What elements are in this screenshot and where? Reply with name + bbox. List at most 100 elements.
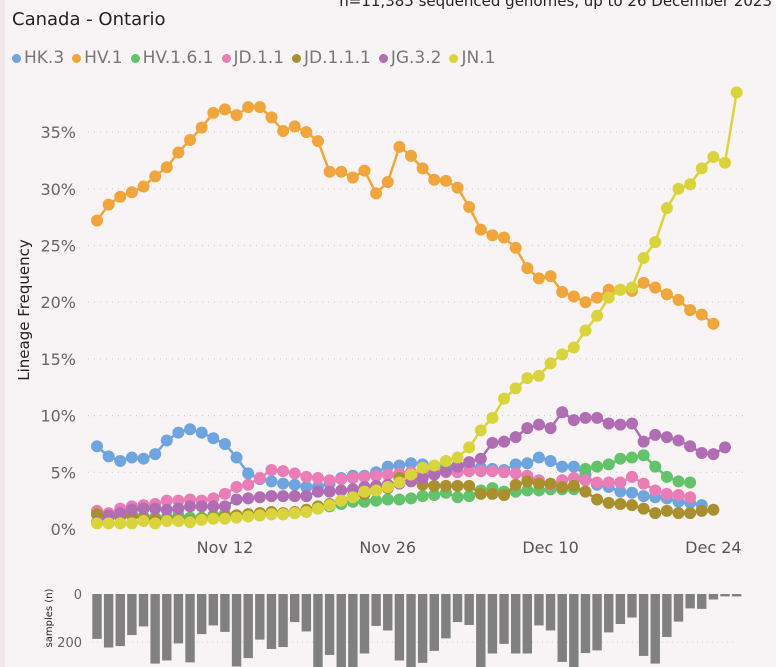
legend-label: JD.1.1 [233, 48, 285, 68]
data-point [625, 470, 638, 483]
data-point [405, 468, 418, 481]
sample-bar [708, 594, 719, 600]
data-point [684, 304, 697, 317]
legend-item-jd111[interactable]: JD.1.1.1 [292, 48, 371, 68]
data-point [125, 517, 138, 530]
data-point [370, 469, 383, 482]
data-point [311, 502, 324, 515]
data-point [672, 293, 685, 306]
y-tick-label: 15% [40, 350, 76, 369]
data-point [637, 502, 650, 515]
data-point [311, 485, 324, 498]
data-point [660, 431, 673, 444]
data-point [265, 464, 278, 477]
data-point [625, 499, 638, 512]
sample-bar [266, 594, 277, 649]
data-point [288, 478, 301, 491]
data-point [253, 491, 266, 504]
data-point [672, 182, 685, 195]
data-point [602, 496, 615, 509]
sample-bar [510, 594, 521, 654]
data-point [660, 504, 673, 517]
legend-label: JN.1 [461, 48, 496, 68]
chart-subtitle: n=11,385 sequenced genomes, up to 26 Dec… [339, 0, 772, 10]
data-point [486, 411, 499, 424]
data-point [102, 198, 115, 211]
data-point [684, 491, 697, 504]
data-point [230, 511, 243, 524]
legend-label: HV.1 [84, 48, 123, 68]
data-point [184, 500, 197, 513]
data-point [486, 465, 499, 478]
data-point [149, 170, 162, 183]
data-point [370, 187, 383, 200]
data-point [649, 484, 662, 497]
data-point [102, 450, 115, 463]
data-point [300, 126, 313, 139]
data-point [114, 507, 127, 520]
data-point [393, 476, 406, 489]
sample-bar [348, 594, 358, 667]
x-tick-label: Dec 10 [522, 538, 578, 557]
y-axis-label: Lineage Frequency [15, 239, 33, 381]
data-point [288, 467, 301, 480]
data-point [556, 348, 569, 361]
sample-bar [208, 594, 218, 626]
data-point [637, 276, 650, 289]
sample-bar [557, 594, 567, 662]
sample-bar [150, 594, 160, 664]
legend-item-jd11[interactable]: JD.1.1 [221, 48, 285, 68]
legend-label: JG.3.2 [390, 48, 442, 68]
data-point [579, 296, 592, 309]
data-point [137, 452, 150, 465]
data-point [405, 149, 418, 162]
data-point [660, 470, 673, 483]
data-point [660, 487, 673, 500]
bar-y-axis-label: samples (n) [44, 588, 55, 647]
data-point [684, 178, 697, 191]
data-point [218, 103, 231, 116]
data-point [358, 485, 371, 498]
data-point [509, 431, 522, 444]
data-point [684, 507, 697, 520]
legend-dot-icon [130, 53, 140, 63]
data-point [521, 475, 534, 488]
data-point [242, 478, 255, 491]
legend-item-hk3[interactable]: HK.3 [12, 48, 64, 68]
data-point [649, 428, 662, 441]
data-point [451, 451, 464, 464]
data-point [602, 458, 615, 471]
sample-bar [243, 594, 253, 659]
data-point [405, 457, 418, 470]
data-point [242, 492, 255, 505]
y-tick-label: 25% [40, 237, 76, 256]
data-point [160, 494, 173, 507]
legend-dot-icon [72, 53, 82, 63]
legend-item-jg32[interactable]: JG.3.2 [378, 48, 442, 68]
data-point [416, 461, 429, 474]
sample-bar [452, 594, 463, 623]
data-point [463, 456, 476, 469]
data-point [602, 417, 615, 430]
sample-bar [383, 594, 393, 631]
data-point [521, 457, 534, 470]
sample-bar [441, 594, 451, 639]
data-point [358, 164, 371, 177]
y-tick-label: 10% [40, 407, 76, 426]
legend-item-hv1[interactable]: HV.1 [72, 48, 123, 68]
sample-bar [103, 594, 114, 648]
legend-item-hv161[interactable]: HV.1.6.1 [130, 48, 214, 68]
data-point [567, 290, 580, 303]
data-point [253, 471, 266, 484]
sample-bar [185, 594, 195, 663]
sample-bar [487, 594, 498, 654]
data-point [451, 460, 464, 473]
data-point [660, 288, 673, 301]
legend-item-jn1[interactable]: JN.1 [449, 48, 495, 68]
data-point [346, 471, 359, 484]
bar-y-tick-label: 200 [57, 636, 82, 651]
data-point [428, 468, 441, 481]
data-point [288, 507, 301, 520]
data-point [160, 161, 173, 174]
